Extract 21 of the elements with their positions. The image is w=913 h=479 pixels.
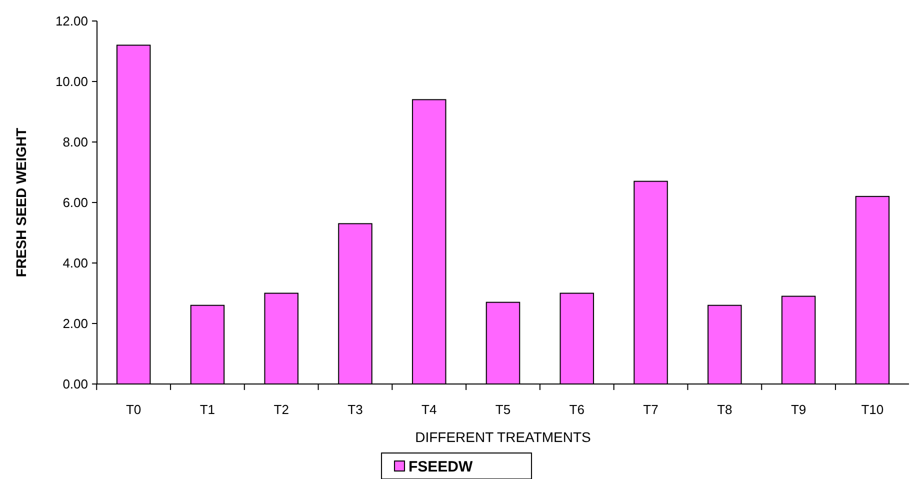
x-tick-label: T7 — [643, 402, 658, 417]
x-tick-label: T1 — [200, 402, 216, 417]
y-tick-label: 2.00 — [62, 316, 88, 332]
x-tick-label: T4 — [422, 402, 437, 417]
y-tick-label: 8.00 — [62, 134, 88, 150]
x-axis-title: DIFFERENT TREATMENTS — [415, 429, 591, 445]
x-tick-label: T8 — [717, 402, 732, 417]
legend-label: FSEEDW — [408, 458, 474, 476]
y-tick-label: 12.00 — [55, 14, 88, 29]
x-tick-label: T3 — [348, 402, 363, 417]
y-tick-label: 4.00 — [62, 256, 88, 271]
y-tick-label: 0.00 — [62, 376, 88, 392]
y-tick-label: 6.00 — [62, 195, 88, 210]
y-tick-label: 10.00 — [55, 74, 88, 90]
x-tick-label: T10 — [861, 402, 884, 417]
y-axis-title: FRESH SEED WEIGHT — [13, 127, 29, 278]
x-tick-label: T9 — [790, 402, 806, 417]
x-tick-label: T0 — [126, 402, 142, 417]
x-tick-label: T6 — [569, 402, 584, 417]
x-tick-label: T2 — [274, 402, 289, 417]
x-tick-label: T5 — [495, 402, 511, 417]
